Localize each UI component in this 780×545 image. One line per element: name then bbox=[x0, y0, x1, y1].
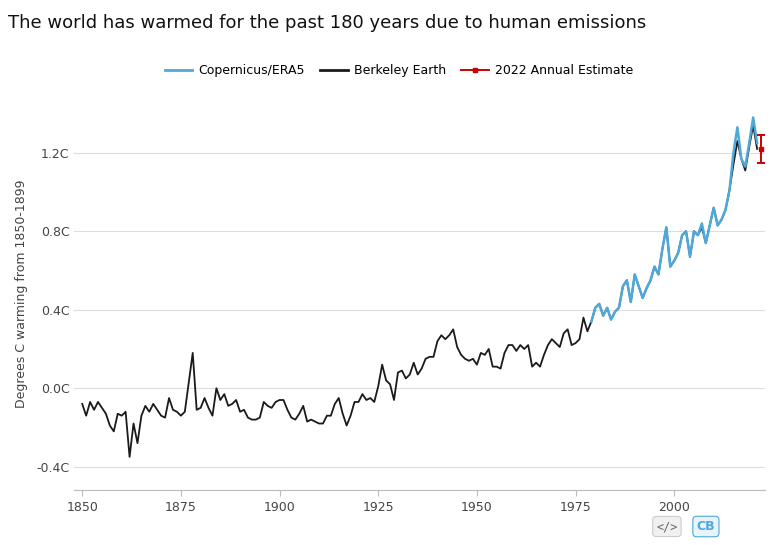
Copernicus/ERA5 bbox=[642, 285, 651, 292]
Text: </>: </> bbox=[656, 520, 678, 533]
Copernicus/ERA5 bbox=[682, 228, 691, 234]
Copernicus/ERA5 bbox=[594, 301, 604, 307]
Berkeley Earth bbox=[133, 440, 142, 446]
Copernicus/ERA5 bbox=[717, 216, 726, 223]
Copernicus/ERA5 bbox=[705, 222, 714, 229]
Copernicus/ERA5 bbox=[701, 240, 711, 246]
Legend: Copernicus/ERA5, Berkeley Earth, 2022 Annual Estimate: Copernicus/ERA5, Berkeley Earth, 2022 An… bbox=[160, 59, 638, 82]
Copernicus/ERA5 bbox=[654, 271, 663, 278]
Berkeley Earth bbox=[125, 453, 134, 460]
Copernicus/ERA5 bbox=[673, 250, 682, 256]
Copernicus/ERA5 bbox=[709, 204, 718, 211]
Copernicus/ERA5 bbox=[661, 224, 671, 231]
Berkeley Earth bbox=[385, 381, 395, 387]
Copernicus/ERA5 bbox=[736, 155, 746, 162]
Copernicus/ERA5 bbox=[753, 140, 762, 146]
Copernicus/ERA5 bbox=[602, 305, 612, 311]
Copernicus/ERA5 bbox=[713, 222, 722, 229]
Copernicus/ERA5 bbox=[626, 299, 636, 305]
Line: Copernicus/ERA5: Copernicus/ERA5 bbox=[591, 118, 757, 322]
Copernicus/ERA5 bbox=[590, 305, 600, 311]
Y-axis label: Degrees C warming from 1850-1899: Degrees C warming from 1850-1899 bbox=[15, 180, 28, 408]
Copernicus/ERA5 bbox=[725, 187, 734, 193]
Copernicus/ERA5 bbox=[622, 277, 632, 283]
Copernicus/ERA5 bbox=[650, 263, 659, 270]
Text: The world has warmed for the past 180 years due to human emissions: The world has warmed for the past 180 ye… bbox=[8, 14, 646, 32]
Copernicus/ERA5 bbox=[732, 124, 742, 131]
Copernicus/ERA5 bbox=[619, 283, 628, 289]
Berkeley Earth bbox=[77, 401, 87, 407]
Copernicus/ERA5 bbox=[721, 207, 730, 213]
Copernicus/ERA5 bbox=[690, 228, 699, 234]
Copernicus/ERA5 bbox=[693, 232, 703, 239]
Copernicus/ERA5 bbox=[749, 114, 758, 121]
Copernicus/ERA5 bbox=[630, 271, 640, 278]
Berkeley Earth bbox=[278, 397, 288, 403]
Copernicus/ERA5 bbox=[638, 295, 647, 301]
Copernicus/ERA5 bbox=[615, 305, 624, 311]
Copernicus/ERA5 bbox=[697, 220, 707, 227]
Copernicus/ERA5 bbox=[669, 257, 679, 264]
Copernicus/ERA5 bbox=[745, 140, 754, 146]
Text: CB: CB bbox=[697, 520, 715, 533]
Line: Berkeley Earth: Berkeley Earth bbox=[82, 125, 757, 457]
Copernicus/ERA5 bbox=[634, 283, 644, 289]
Copernicus/ERA5 bbox=[658, 246, 667, 252]
Copernicus/ERA5 bbox=[665, 263, 675, 270]
Copernicus/ERA5 bbox=[587, 318, 596, 325]
Copernicus/ERA5 bbox=[606, 316, 615, 323]
Berkeley Earth bbox=[749, 122, 758, 129]
Copernicus/ERA5 bbox=[646, 277, 655, 283]
Copernicus/ERA5 bbox=[729, 149, 738, 156]
Copernicus/ERA5 bbox=[610, 308, 619, 315]
Berkeley Earth bbox=[753, 146, 762, 152]
Copernicus/ERA5 bbox=[686, 253, 695, 260]
Copernicus/ERA5 bbox=[678, 232, 687, 239]
Copernicus/ERA5 bbox=[598, 312, 608, 319]
Berkeley Earth bbox=[480, 352, 490, 358]
Berkeley Earth bbox=[441, 336, 450, 342]
Copernicus/ERA5 bbox=[740, 164, 750, 170]
Berkeley Earth bbox=[299, 403, 308, 409]
